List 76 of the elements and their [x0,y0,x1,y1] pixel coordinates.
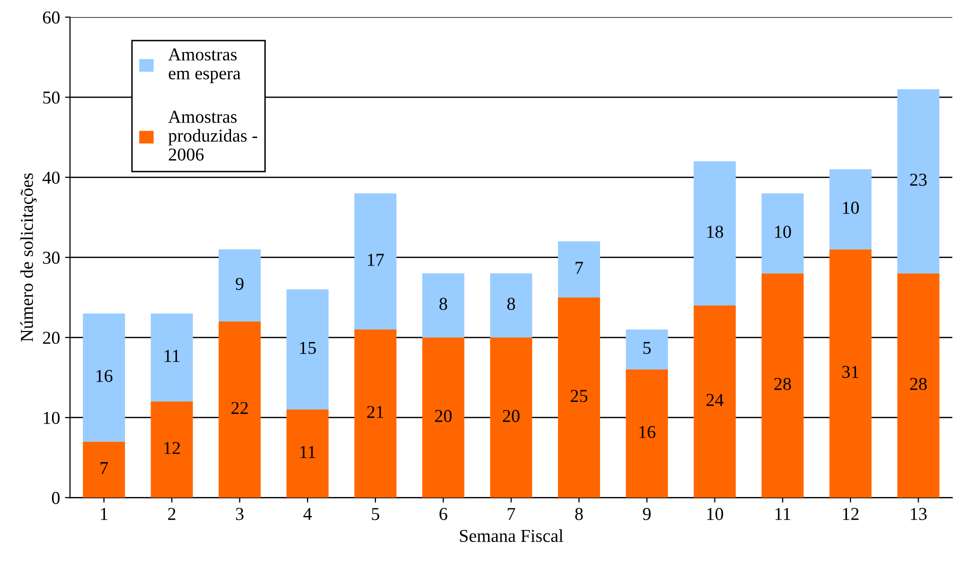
y-tick-label: 60 [43,11,60,24]
data-label: 18 [707,226,724,238]
data-label: 16 [639,426,656,438]
data-label: 11 [300,446,316,458]
bar [490,337,532,498]
x-tick-label: 8 [575,508,583,520]
x-tick-label: 7 [508,508,516,520]
x-tick-label: 12 [843,508,859,520]
bar [694,305,736,498]
bar [218,321,261,498]
data-label: 9 [236,278,244,290]
x-tick-label: 2 [168,508,176,520]
bar [829,249,872,498]
bar [897,273,940,498]
bar [490,273,532,338]
data-label: 8 [439,298,448,310]
bar [150,313,193,402]
bar [150,402,193,498]
data-label: 12 [164,442,180,454]
y-tick-label: 20 [43,332,60,344]
bar [626,370,668,498]
data-label: 5 [643,342,651,354]
y-tick-label: 0 [52,492,60,504]
y-tick-label: 10 [44,412,60,424]
x-tick-label: 1 [101,508,108,520]
bar [286,289,329,410]
data-label: 22 [231,402,248,414]
data-label: 17 [368,254,384,266]
bar [354,329,396,498]
x-tick-label: 10 [707,508,724,520]
x-axis-title: Semana Fiscal [460,529,564,542]
bar [354,193,396,330]
x-tick-label: 5 [372,508,380,520]
data-label: 25 [570,390,588,402]
data-label: 20 [502,410,520,422]
bar [829,169,872,250]
bar [218,249,261,322]
bar [422,337,464,498]
x-tick-label: 9 [642,508,651,520]
bar [558,297,600,498]
data-label: 11 [164,350,180,362]
bar [762,193,804,274]
bar [762,273,804,498]
data-label: 10 [843,202,859,214]
data-label: 7 [576,262,584,274]
x-tick-label: 11 [776,508,790,520]
legend-label: Amostras produzidas - 2006 [168,110,258,161]
data-label: 16 [96,370,112,382]
data-label: 23 [910,174,927,186]
x-tick-label: 6 [440,508,448,520]
data-label: 31 [842,366,858,378]
data-label: 10 [775,226,791,238]
data-label: 21 [367,406,384,418]
bar [694,161,736,306]
legend-label: Amostras em espera [168,48,241,84]
bar [558,241,600,298]
data-label: 7 [100,462,108,474]
y-tick-label: 50 [43,91,60,104]
data-label: 28 [774,378,791,390]
bar [82,313,125,442]
data-label: 15 [300,342,316,354]
bar [82,442,125,498]
x-tick-label: 13 [910,508,927,520]
bar [422,273,464,338]
bar [897,89,940,274]
data-label: 28 [910,378,927,390]
bar [286,410,329,498]
y-tick-label: 30 [43,252,60,264]
x-tick-label: 3 [236,508,244,520]
data-label: 20 [435,410,452,422]
data-label: 8 [507,298,515,310]
x-tick-label: 4 [303,508,312,520]
data-label: 24 [706,394,724,406]
y-axis-title: Número de solicitações [20,173,37,342]
y-tick-label: 40 [42,172,60,184]
bar [626,329,668,370]
